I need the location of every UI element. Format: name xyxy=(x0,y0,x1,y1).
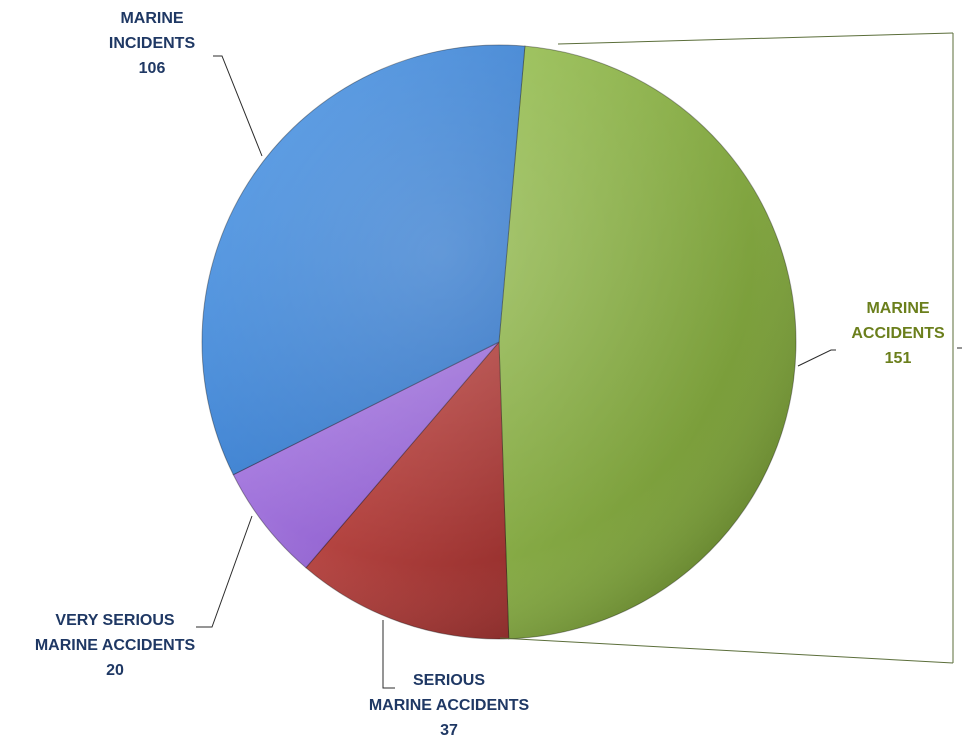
leader-line-marine-incidents xyxy=(213,55,263,157)
slice-label-line: INCIDENTS xyxy=(108,35,196,52)
leader-frame-bottom xyxy=(499,637,954,664)
slice-label-line: VERY SERIOUS xyxy=(55,612,175,629)
slice-label-line: MARINE ACCIDENTS xyxy=(34,637,196,654)
slice-label-line: MARINE xyxy=(866,300,930,317)
slice-label-line: ACCIDENTS xyxy=(851,325,945,342)
slice-value: 151 xyxy=(884,350,912,367)
leader-frame-top xyxy=(557,32,954,45)
slice-label-marine-incidents: MARINE INCIDENTS 106 xyxy=(109,6,195,81)
slice-value: 106 xyxy=(138,60,166,77)
leader-line-serious-marine-accidents xyxy=(382,620,395,689)
slice-label-line: MARINE xyxy=(120,10,184,27)
leader-line-marine-accidents xyxy=(797,349,836,367)
slice-value: 37 xyxy=(440,722,458,739)
slice-label-line: SERIOUS xyxy=(412,672,486,689)
slice-label-line: MARINE ACCIDENTS xyxy=(368,697,530,714)
slice-label-very-serious-marine-accidents: VERY SERIOUS MARINE ACCIDENTS 20 xyxy=(35,608,195,683)
pie-slice-marine-accidents xyxy=(498,45,797,640)
slice-label-serious-marine-accidents: SERIOUS MARINE ACCIDENTS 37 xyxy=(369,668,529,743)
slice-label-marine-accidents: MARINE ACCIDENTS 151 xyxy=(851,296,944,371)
slice-value: 20 xyxy=(106,662,124,679)
leader-line-very-serious-marine-accidents xyxy=(196,515,253,628)
